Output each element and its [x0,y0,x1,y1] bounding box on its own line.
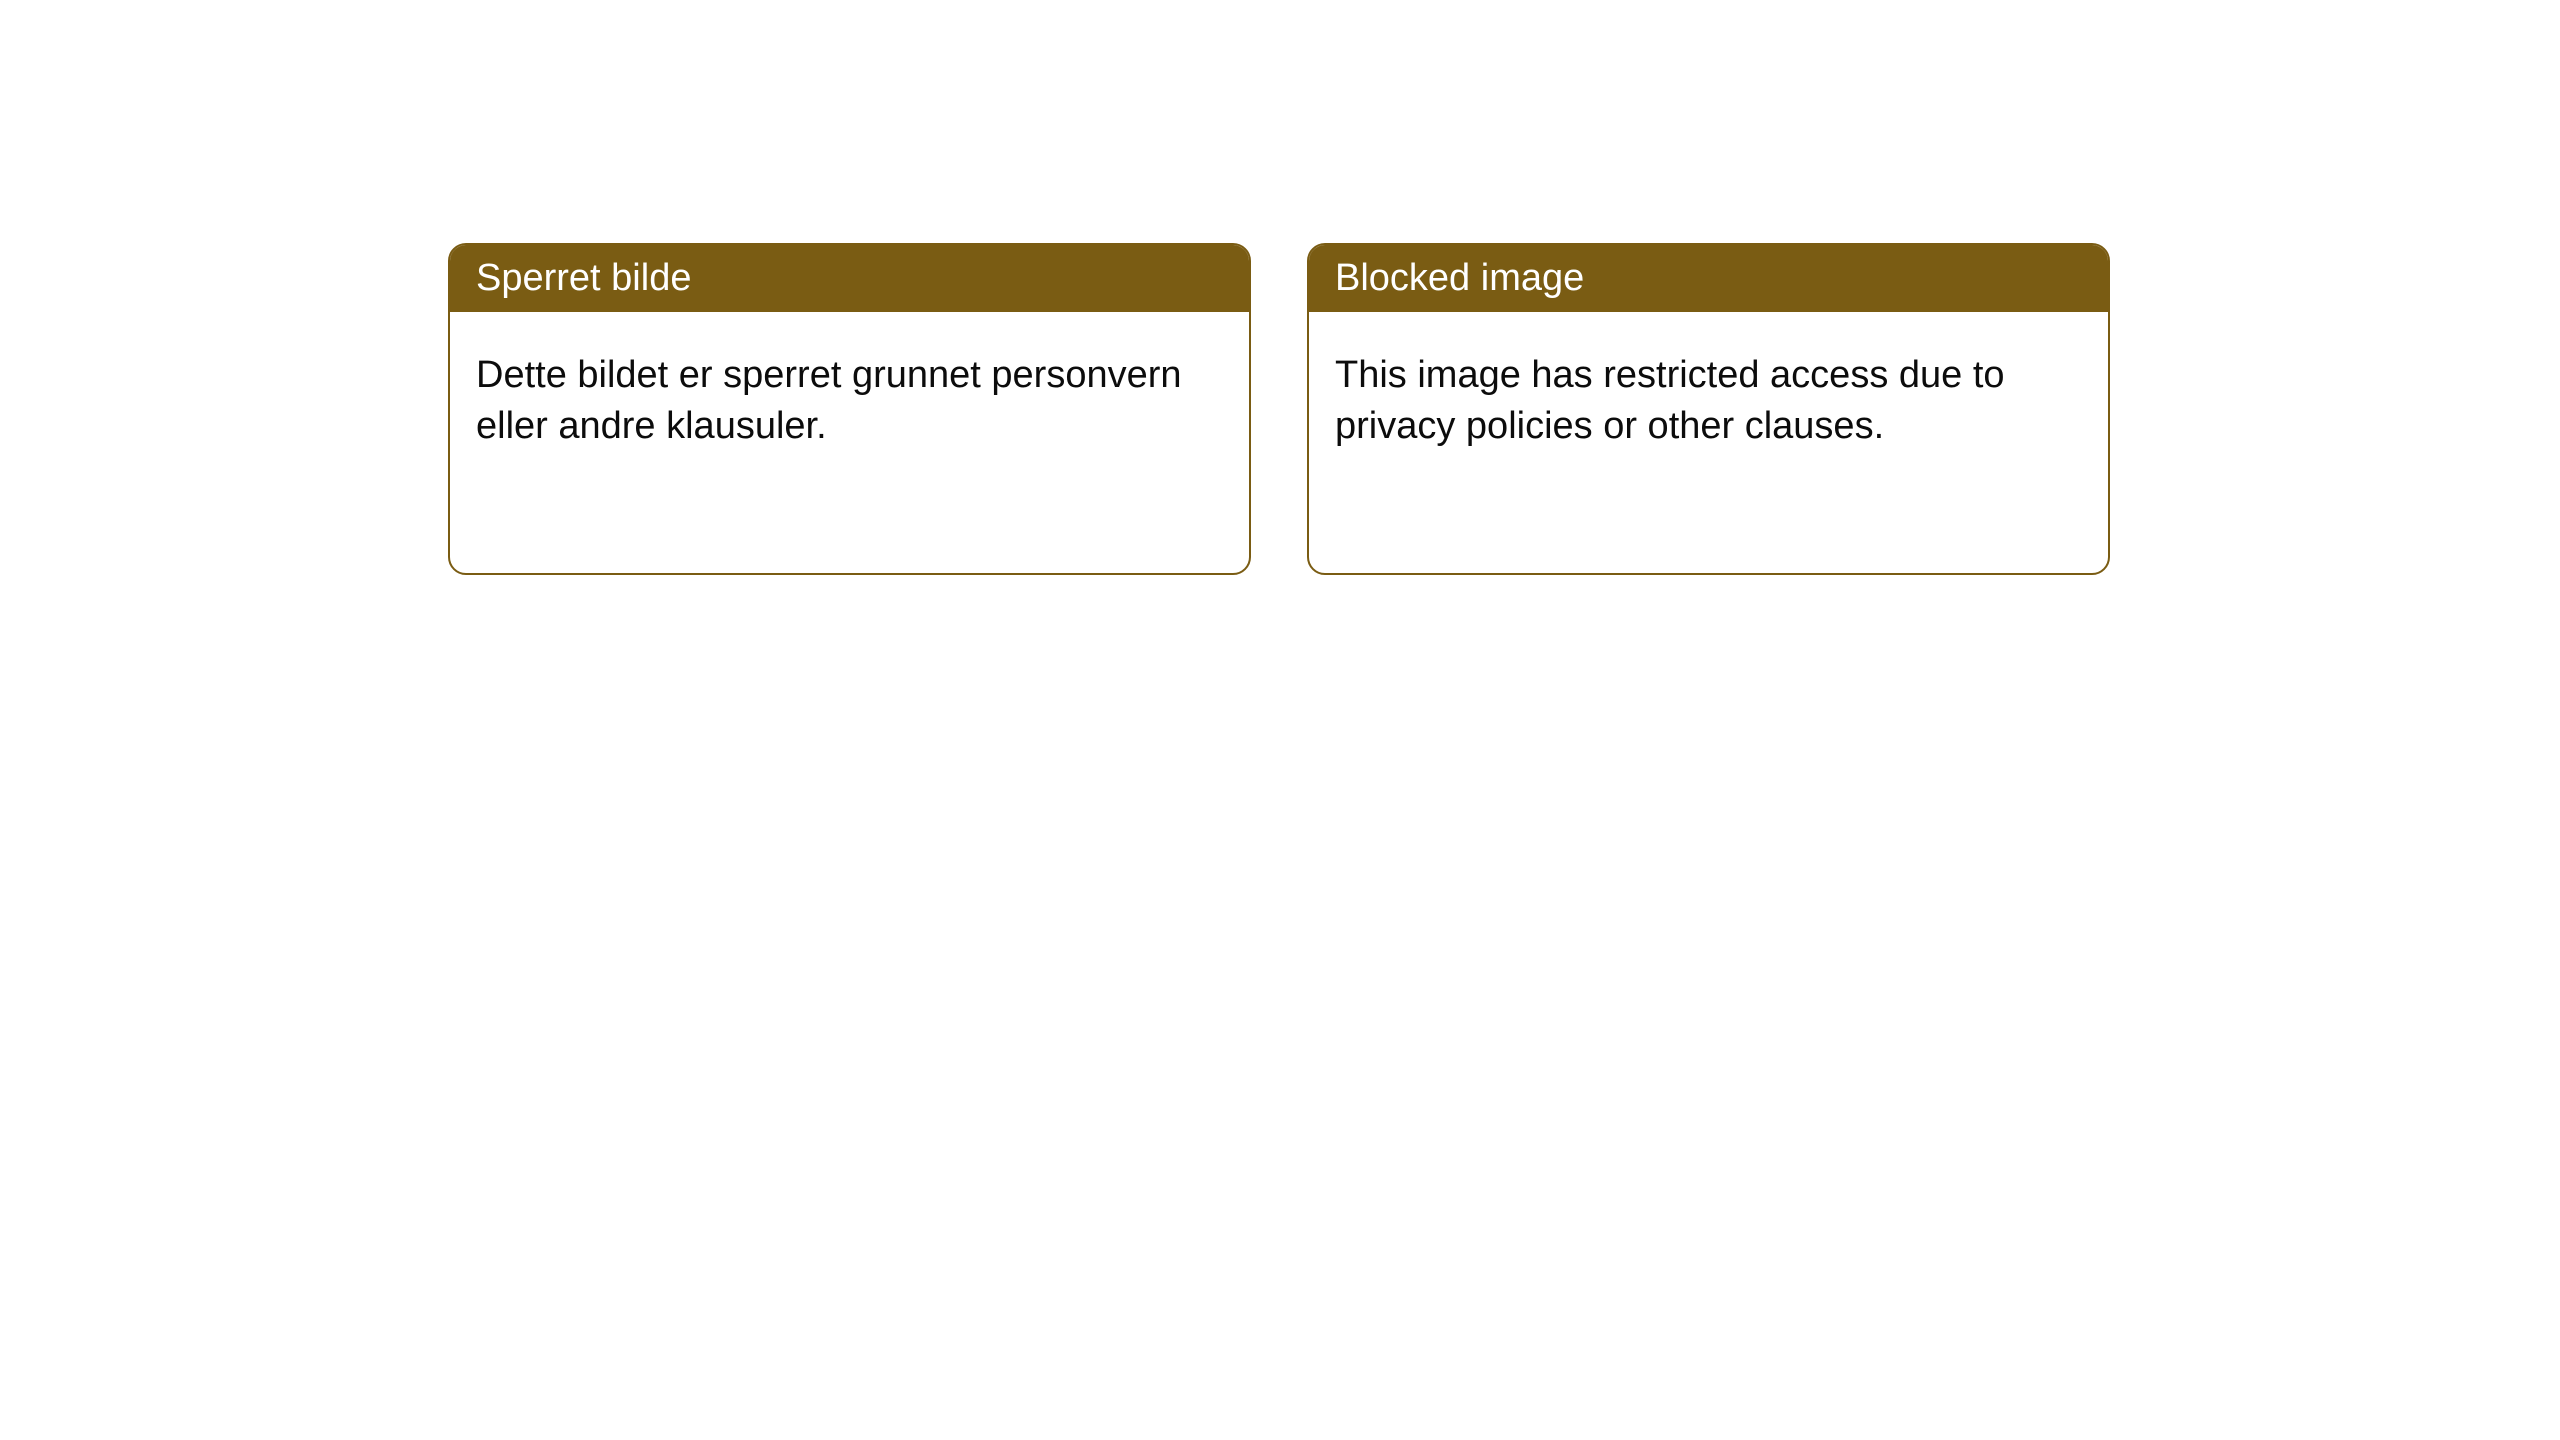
card-header: Sperret bilde [450,245,1249,312]
notice-card-english: Blocked image This image has restricted … [1307,243,2110,575]
card-body: This image has restricted access due to … [1309,312,2108,491]
card-title: Sperret bilde [476,257,691,299]
card-body: Dette bildet er sperret grunnet personve… [450,312,1249,491]
card-message: This image has restricted access due to … [1335,354,2005,447]
card-title: Blocked image [1335,257,1584,299]
card-message: Dette bildet er sperret grunnet personve… [476,354,1182,447]
notice-card-norwegian: Sperret bilde Dette bildet er sperret gr… [448,243,1251,575]
card-header: Blocked image [1309,245,2108,312]
notice-container: Sperret bilde Dette bildet er sperret gr… [0,0,2560,575]
